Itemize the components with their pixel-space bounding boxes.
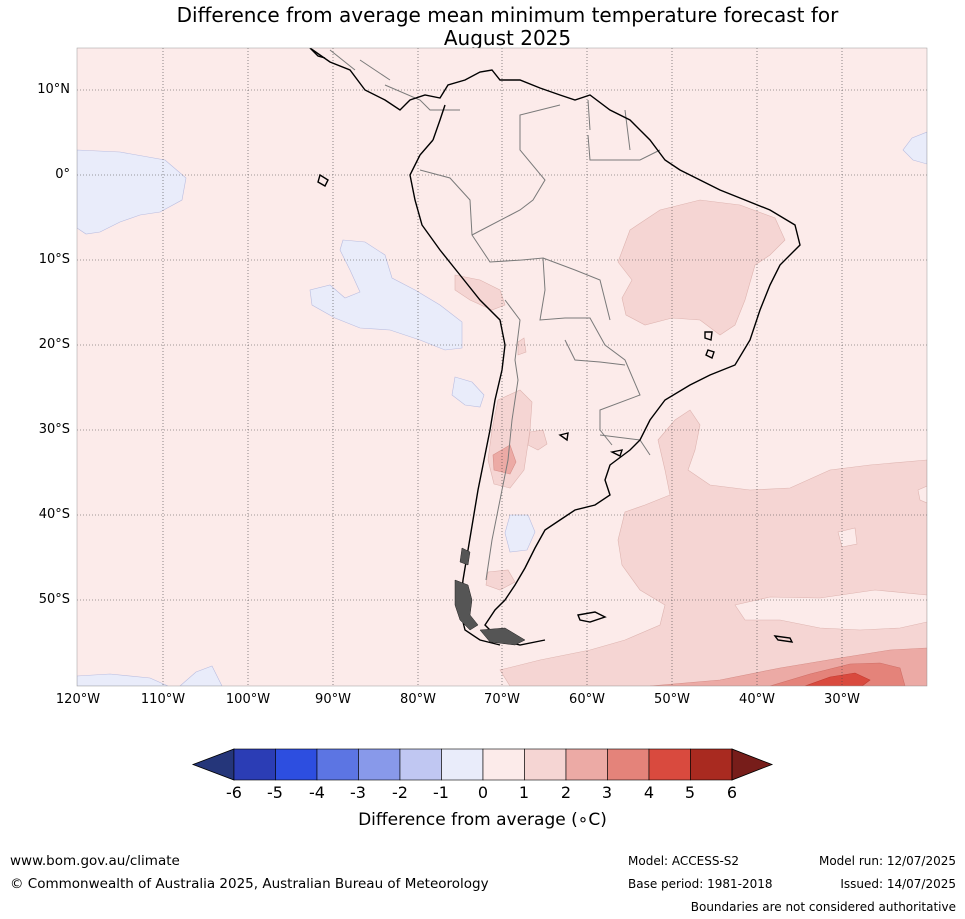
- lat-label-0: 0°: [55, 167, 70, 182]
- lon-label-120w: 120°W: [55, 692, 101, 707]
- lat-label-40s: 40°S: [38, 507, 70, 522]
- colorbar-segment: [690, 748, 733, 781]
- lon-label-50w: 50°W: [654, 692, 690, 707]
- model-text: Model: ACCESS-S2: [628, 854, 740, 868]
- anomaly-warm-2-3-andes: [492, 444, 517, 475]
- colorbar-segment: [607, 748, 650, 781]
- anomaly-cool-atlantic-east: [902, 131, 927, 165]
- lon-label-100w: 100°W: [225, 692, 271, 707]
- colorbar-tick: -3: [350, 783, 366, 802]
- colorbar: [191, 748, 774, 781]
- colorbar-tick: -5: [267, 783, 283, 802]
- copyright-text: © Commonwealth of Australia 2025, Austra…: [10, 876, 489, 892]
- colorbar-tick: 1: [518, 783, 530, 802]
- colorbar-segment: [441, 748, 484, 781]
- lat-label-30s: 30°S: [38, 422, 70, 437]
- colorbar-segment: [316, 748, 359, 781]
- lat-label-10s: 10°S: [38, 252, 70, 267]
- patagonia-islands: [454, 547, 526, 646]
- map-title: Difference from average mean minimum tem…: [0, 4, 965, 50]
- colorbar-tick: 4: [643, 783, 655, 802]
- lat-label-50s: 50°S: [38, 592, 70, 607]
- colorbar-tick: -2: [392, 783, 408, 802]
- colorbar-segment: [648, 748, 691, 781]
- colorbar-tick: 5: [684, 783, 696, 802]
- colorbar-tick: -1: [433, 783, 449, 802]
- colorbar-tick: 2: [560, 783, 572, 802]
- colorbar-tick: 0: [477, 783, 489, 802]
- lon-label-60w: 60°W: [569, 692, 605, 707]
- model-run-text: Model run: 12/07/2025: [818, 854, 956, 868]
- colorbar-segment: [358, 748, 401, 781]
- issued-text: Issued: 14/07/2025: [840, 877, 956, 891]
- anomaly-near-normal-patch: [734, 589, 927, 631]
- anomaly-cool-pacific-central: [309, 239, 463, 351]
- colorbar-segment: [233, 748, 276, 781]
- anomaly-cool-southwest: [77, 665, 223, 686]
- anomaly-cool-chile-offshore: [451, 376, 485, 408]
- anomaly-warm-3-4-south: [769, 662, 906, 686]
- colorbar-segment: [565, 748, 608, 781]
- anomaly-warm-4-5-south: [804, 672, 871, 686]
- base-period-text: Base period: 1981-2018: [628, 877, 773, 891]
- colorbar-segment: [482, 748, 525, 781]
- lat-label-20s: 20°S: [38, 337, 70, 352]
- disclaimer-text: Boundaries are not considered authoritat…: [690, 900, 956, 914]
- lon-label-30w: 30°W: [824, 692, 860, 707]
- colorbar-extend-high: [731, 748, 774, 781]
- lon-label-70w: 70°W: [484, 692, 520, 707]
- colorbar-tick: 6: [726, 783, 738, 802]
- colorbar-tick: -4: [309, 783, 325, 802]
- lon-label-80w: 80°W: [400, 692, 436, 707]
- country-borders: [329, 49, 661, 581]
- colorbar-tick: 3: [601, 783, 613, 802]
- colorbar-label: Difference from average (∘C): [358, 810, 607, 830]
- title-line-2: August 2025: [443, 26, 572, 50]
- website-link[interactable]: www.bom.gov.au/climate: [10, 853, 180, 869]
- anomaly-near-normal-patch-small: [837, 485, 927, 548]
- lat-label-10n: 10°N: [37, 82, 70, 97]
- anomaly-warm-brazil: [617, 199, 786, 336]
- colorbar-segment: [399, 748, 442, 781]
- colorbar-segment: [524, 748, 567, 781]
- anomaly-cool-pacific-north: [77, 149, 187, 235]
- anomaly-warm-small: [485, 337, 548, 591]
- lon-label-90w: 90°W: [315, 692, 351, 707]
- colorbar-tick: -6: [226, 783, 242, 802]
- lon-label-40w: 40°W: [739, 692, 775, 707]
- colorbar-segment: [275, 748, 318, 781]
- lon-label-110w: 110°W: [140, 692, 186, 707]
- title-line-1: Difference from average mean minimum tem…: [176, 3, 839, 27]
- colorbar-extend-low: [191, 748, 235, 781]
